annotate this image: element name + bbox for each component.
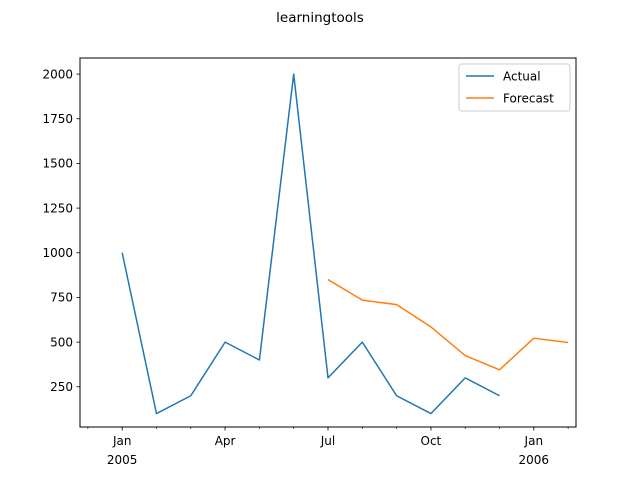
x-tick-label: Jan — [112, 434, 132, 448]
x-tick-label: Jan — [524, 434, 544, 448]
y-tick-label: 500 — [50, 335, 73, 349]
y-tick-label: 1500 — [42, 157, 73, 171]
y-tick-label: 1250 — [42, 201, 73, 215]
y-tick-label: 750 — [50, 291, 73, 305]
x-tick-label: Jul — [320, 434, 335, 448]
y-tick-label: 1000 — [42, 246, 73, 260]
y-tick-label: 1750 — [42, 112, 73, 126]
y-tick-label: 2000 — [42, 67, 73, 81]
x-tick-year-label: 2006 — [519, 453, 550, 467]
axes: 250 500 750 1000 1250 1500 1750 2000 Jan 2005 Apr J… — [42, 67, 569, 467]
x-tick-label: Apr — [215, 434, 236, 448]
legend-label-forecast: Forecast — [503, 91, 554, 105]
x-tick-year-label: 2005 — [107, 453, 138, 467]
series-line-forecast — [327, 278, 569, 371]
legend: Actual Forecast — [458, 63, 571, 112]
y-tick-label: 250 — [50, 380, 73, 394]
series-layer — [121, 73, 569, 415]
series-line-actual — [121, 73, 500, 415]
legend-label-actual: Actual — [503, 69, 541, 83]
chart-title: learningtools — [276, 10, 364, 26]
x-tick-label: Oct — [421, 434, 442, 448]
